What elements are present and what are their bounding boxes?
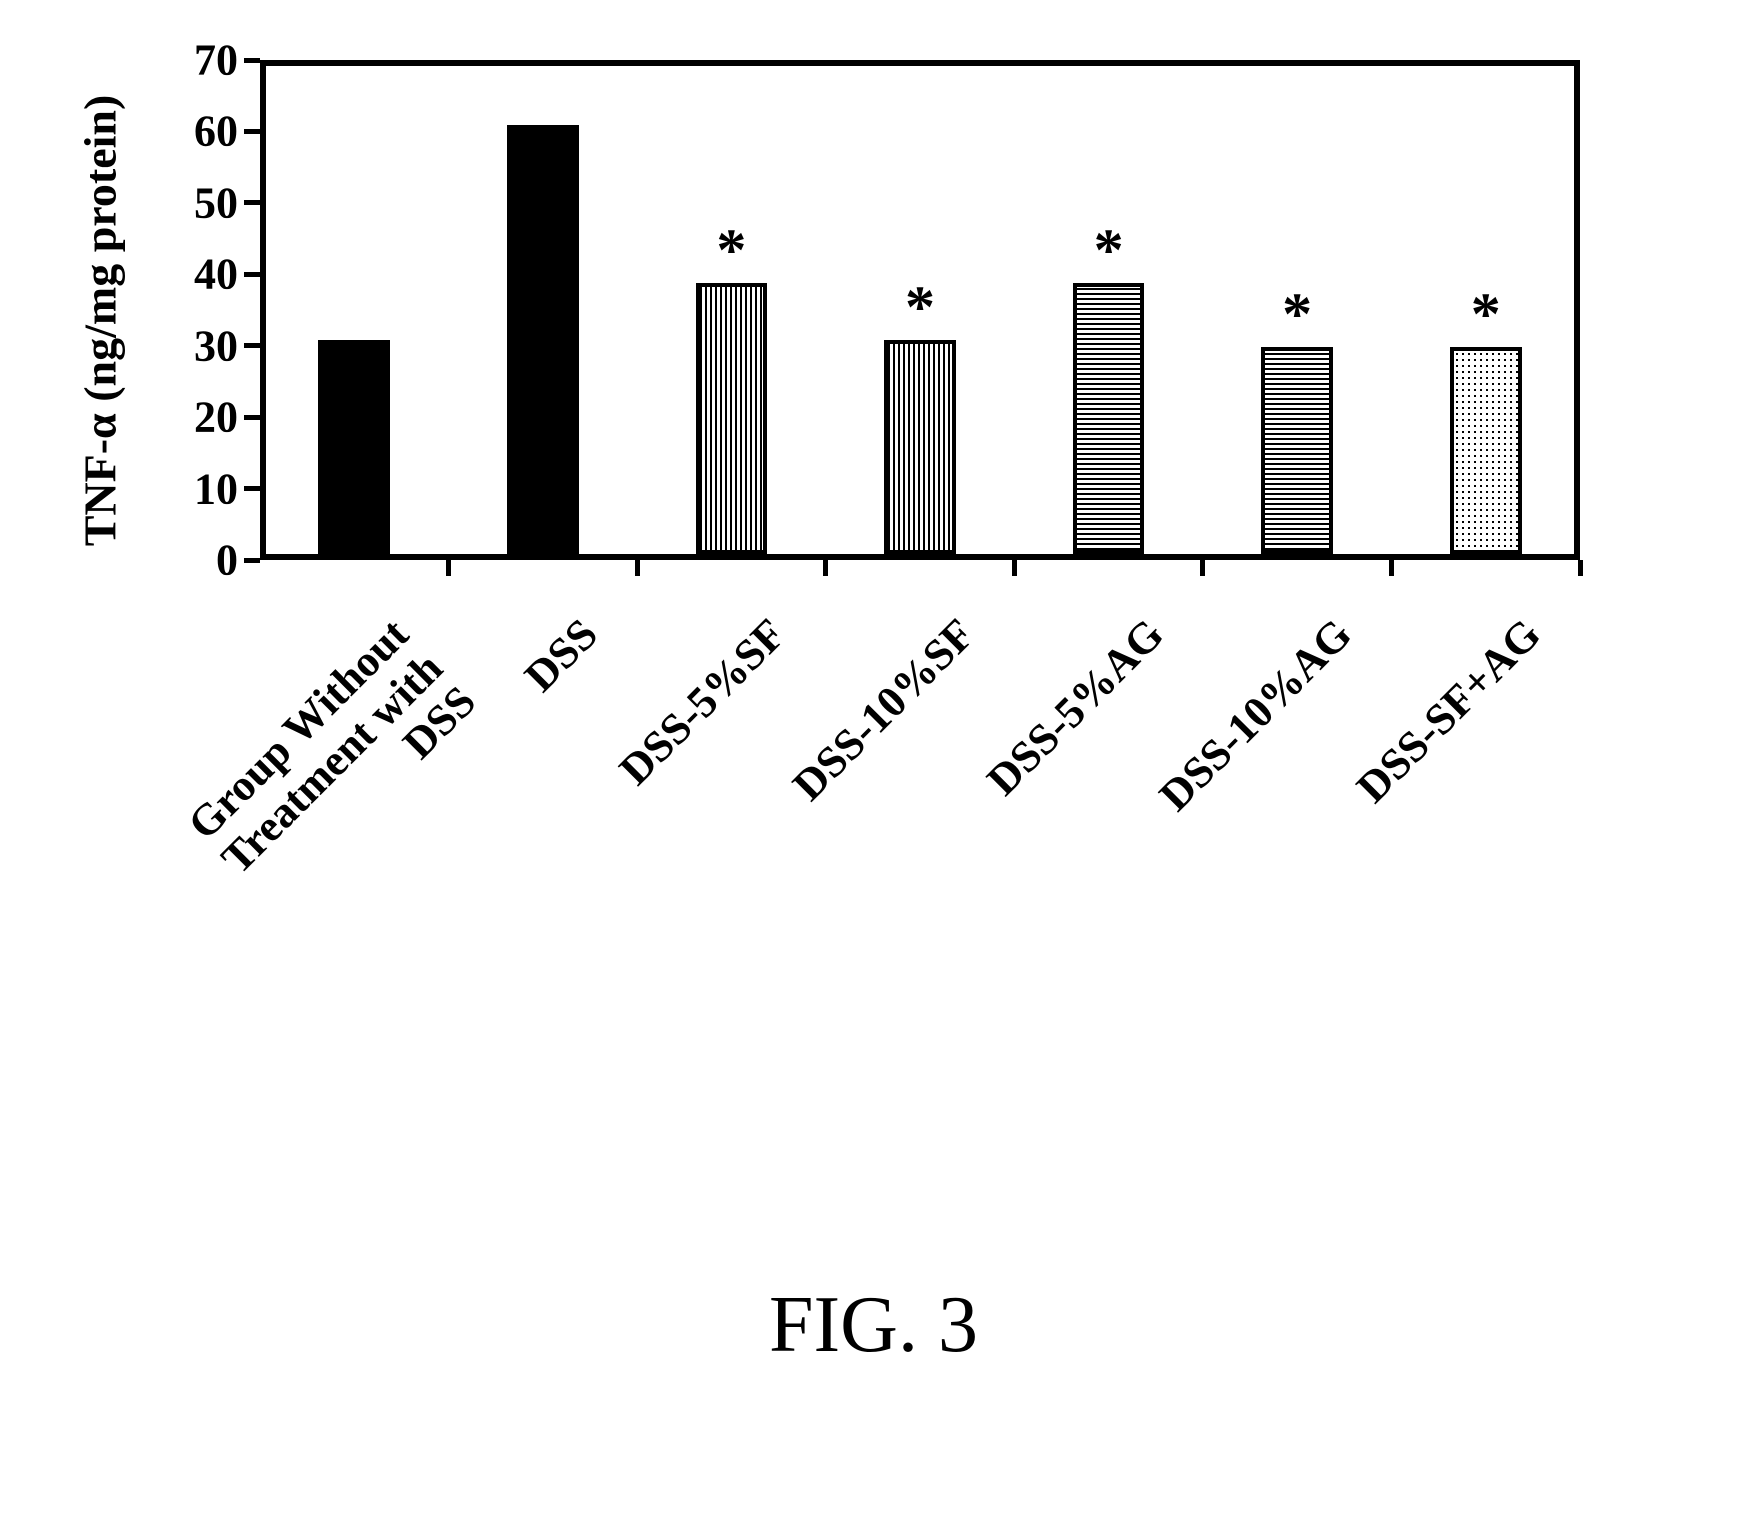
- x-tick: [1578, 560, 1583, 576]
- x-labels-layer: Group Without Treatment with DSSDSSDSS-5…: [260, 600, 1580, 1120]
- significance-marker: *: [716, 216, 746, 285]
- figure-page: TNF-α (ng/mg protein) * * * * * 0 10 20 30 40 50 6…: [0, 0, 1747, 1518]
- figure-caption: FIG. 3: [0, 1280, 1747, 1371]
- y-tick: [244, 200, 260, 205]
- bar: [507, 125, 579, 554]
- bar: [1261, 347, 1333, 554]
- y-tick: [244, 558, 260, 563]
- bar: [1450, 347, 1522, 554]
- y-tick-label: 50: [194, 177, 238, 228]
- bar: [1073, 283, 1145, 554]
- y-axis-label: TNF-α (ng/mg protein): [74, 94, 127, 546]
- significance-marker: *: [1282, 280, 1312, 349]
- significance-marker: *: [1471, 280, 1501, 349]
- y-tick-label: 10: [194, 463, 238, 514]
- x-tick: [1012, 560, 1017, 576]
- y-tick-label: 30: [194, 320, 238, 371]
- x-tick: [446, 560, 451, 576]
- y-tick: [244, 58, 260, 63]
- plot-area: ***** 010203040506070: [260, 60, 1580, 560]
- bar: [696, 283, 768, 554]
- y-axis-label-container: TNF-α (ng/mg protein): [60, 40, 140, 600]
- bar: [884, 340, 956, 554]
- bar: [318, 340, 390, 554]
- y-tick-label: 70: [194, 35, 238, 86]
- significance-marker: *: [905, 273, 935, 342]
- bars-layer: * * * * *: [260, 60, 1580, 560]
- y-tick: [244, 486, 260, 491]
- y-tick-label: 40: [194, 249, 238, 300]
- y-tick: [244, 415, 260, 420]
- x-tick: [823, 560, 828, 576]
- y-tick-label: 60: [194, 106, 238, 157]
- y-tick-label: 0: [216, 535, 238, 586]
- x-tick: [635, 560, 640, 576]
- y-tick: [244, 343, 260, 348]
- x-tick: [1200, 560, 1205, 576]
- x-tick: [1389, 560, 1394, 576]
- y-tick: [244, 129, 260, 134]
- y-tick-label: 20: [194, 392, 238, 443]
- y-tick: [244, 272, 260, 277]
- chart: TNF-α (ng/mg protein) * * * * * 0 10 20 30 40 50 6…: [60, 40, 1660, 1140]
- significance-marker: *: [1094, 216, 1124, 285]
